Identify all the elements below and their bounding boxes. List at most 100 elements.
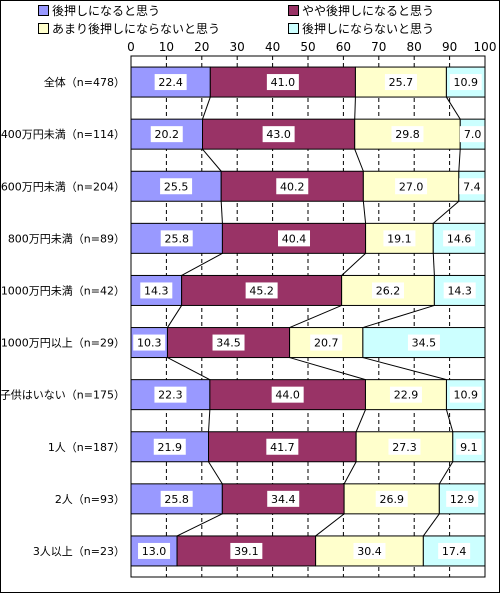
data-label-box: [459, 126, 486, 143]
connector-line: [289, 357, 366, 381]
data-label: 29.8: [395, 128, 420, 141]
data-label-box: [372, 282, 405, 299]
data-label: 25.8: [164, 493, 189, 506]
data-label-box: [438, 542, 471, 559]
data-label-box: [150, 126, 183, 143]
connector-line: [354, 148, 364, 172]
legend-item-4: 後押しにならないと思う: [288, 21, 434, 37]
category-label: 1人（n=187）: [48, 441, 125, 454]
connector-line: [343, 461, 357, 485]
category-label: 3人以上（n=23）: [33, 545, 125, 558]
data-label: 14.6: [447, 232, 472, 245]
category-label: 全体（n=478）: [44, 75, 125, 89]
x-tick-label: 20: [194, 40, 209, 54]
x-tick-label: 40: [265, 40, 280, 54]
data-label: 25.7: [389, 76, 414, 89]
data-label-box: [160, 230, 193, 247]
data-label-box: [153, 438, 186, 455]
legend-swatch-2: [288, 5, 299, 16]
data-label: 22.9: [394, 389, 419, 402]
data-label: 45.2: [249, 284, 274, 297]
connector-line: [315, 513, 345, 537]
data-label-box: [154, 74, 187, 91]
data-label-box: [459, 178, 485, 195]
connector-line: [220, 201, 223, 224]
data-label: 41.7: [270, 441, 295, 454]
data-label-box: [389, 386, 422, 403]
bar-segment: [130, 118, 204, 150]
x-tick-label: 60: [336, 40, 351, 54]
data-label: 17.4: [442, 545, 467, 558]
data-label: 19.1: [387, 232, 412, 245]
data-label: 41.0: [271, 76, 296, 89]
category-label: 400万円未満（n=114）: [1, 128, 125, 141]
data-label-box: [245, 282, 278, 299]
connector-line: [202, 148, 222, 172]
data-label-box: [267, 490, 300, 507]
connector-line: [362, 304, 435, 329]
connector-line: [362, 357, 447, 381]
connector-line: [289, 304, 342, 329]
data-label-box: [230, 542, 263, 559]
x-tick-label: 70: [371, 40, 386, 54]
legend-label-3: あまり後押しにならないと思う: [52, 22, 221, 36]
data-label-box: [266, 74, 299, 91]
connector-line: [181, 252, 223, 276]
data-label: 20.2: [155, 128, 180, 141]
data-label: 34.5: [216, 337, 241, 350]
bar-segment: [166, 327, 291, 359]
connector-line: [362, 201, 367, 224]
data-label-box: [262, 126, 295, 143]
data-label: 34.5: [412, 337, 437, 350]
connector-line: [422, 513, 440, 537]
data-label-box: [443, 230, 476, 247]
legend-item-1: 後押しになると思う: [38, 3, 160, 19]
legend-label-2: やや後押しになると思う: [302, 4, 435, 18]
connector-line: [354, 97, 356, 120]
x-tick-label: 0: [127, 40, 135, 54]
category-label: 2人（n=93）: [55, 493, 125, 506]
data-label: 10.9: [453, 389, 478, 402]
data-label: 7.4: [463, 180, 481, 193]
data-label-box: [278, 230, 311, 247]
data-label: 27.3: [392, 441, 417, 454]
legend-label-1: 後押しになると思う: [52, 4, 161, 18]
data-label: 10.9: [453, 76, 478, 89]
connector-line: [341, 252, 366, 276]
bar-segment: [364, 379, 447, 411]
x-tick-label: 100: [474, 40, 497, 54]
data-label-box: [160, 490, 193, 507]
legend-swatch-4: [288, 23, 299, 34]
data-label-box: [212, 334, 245, 351]
data-label-box: [391, 126, 424, 143]
data-label-box: [133, 334, 166, 351]
legend-label-4: 後押しにならないと思う: [302, 22, 435, 36]
legend-item-3: あまり後押しにならないと思う: [38, 21, 220, 37]
x-tick-label: 90: [442, 40, 457, 54]
legend-swatch-3: [38, 23, 49, 34]
data-label: 26.9: [379, 493, 404, 506]
data-label: 21.9: [158, 441, 183, 454]
data-label-box: [449, 74, 482, 91]
x-tick-label: 10: [159, 40, 174, 54]
data-label-box: [266, 438, 299, 455]
category-label: 1000万円未満（n=42）: [1, 284, 125, 297]
data-label-box: [407, 334, 440, 351]
data-label: 40.2: [280, 180, 305, 193]
data-label-box: [446, 490, 479, 507]
legend-item-2: やや後押しになると思う: [288, 3, 434, 19]
data-label: 14.3: [447, 284, 472, 297]
category-label: 1000万円以上（n=29）: [1, 337, 125, 350]
connector-line: [438, 461, 454, 485]
data-label-box: [383, 230, 416, 247]
data-label-box: [388, 438, 421, 455]
connector-line: [208, 461, 223, 485]
x-tick-label: 50: [300, 40, 315, 54]
data-label-box: [140, 282, 173, 299]
data-label-box: [271, 386, 304, 403]
data-label-box: [449, 386, 482, 403]
data-label: 30.4: [357, 545, 382, 558]
data-label: 26.2: [376, 284, 401, 297]
data-label: 44.0: [275, 389, 300, 402]
data-label: 22.4: [158, 76, 183, 89]
